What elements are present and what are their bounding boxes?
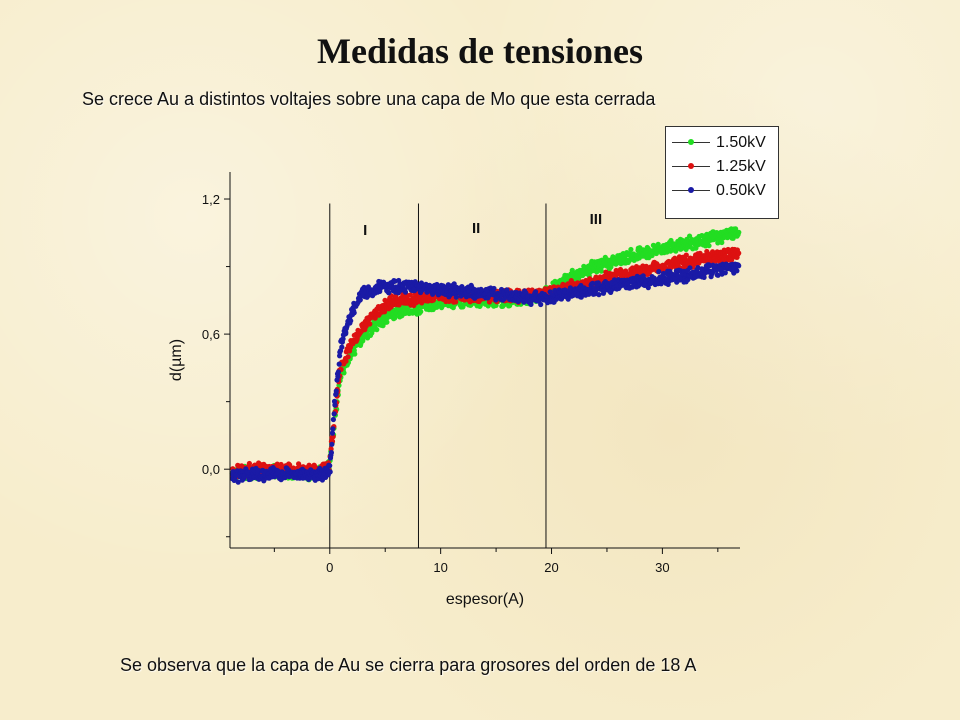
subtitle: Se crece Au a distintos voltajes sobre u… <box>82 89 656 109</box>
data-point <box>706 243 712 249</box>
data-point <box>331 411 337 417</box>
data-point <box>343 329 349 335</box>
legend-marker <box>688 187 694 193</box>
data-point <box>687 265 693 271</box>
data-point <box>453 299 459 305</box>
x-tick-label: 10 <box>433 560 447 575</box>
data-point <box>645 285 651 291</box>
legend-entry: 1.50kV <box>672 133 776 153</box>
data-point <box>332 402 338 408</box>
data-point <box>701 274 707 280</box>
data-point <box>246 460 252 467</box>
data-point <box>736 263 742 269</box>
data-point <box>736 229 742 235</box>
data-point <box>491 285 497 292</box>
data-point <box>341 370 347 376</box>
data-point <box>374 327 380 333</box>
data-point <box>596 292 602 298</box>
legend: 1.50kV 1.25kV 0.50kV <box>665 126 779 219</box>
data-point <box>384 319 390 325</box>
page-title: Medidas de tensiones <box>316 31 644 71</box>
region-label: II <box>472 220 480 237</box>
data-point <box>274 461 280 467</box>
footer-note: Se observa que la capa de Au se cierra p… <box>120 655 697 675</box>
data-point <box>593 288 599 294</box>
data-point <box>335 369 341 375</box>
region-label: I <box>363 222 367 239</box>
y-tick-label: 0,0 <box>202 462 220 477</box>
data-point <box>352 351 358 357</box>
legend-label: 1.50kV <box>716 134 766 151</box>
region-lines <box>329 203 547 548</box>
legend-entry: 1.25kV <box>672 157 776 177</box>
data-point <box>453 294 459 300</box>
data-point <box>348 318 354 324</box>
legend-marker <box>688 163 694 169</box>
data-point <box>695 265 701 271</box>
x-tick-label: 30 <box>655 560 669 575</box>
axes-layer <box>224 172 740 554</box>
data-point <box>333 388 339 394</box>
data-point <box>715 272 721 278</box>
x-tick-label: 0 <box>326 560 333 575</box>
data-point <box>628 246 634 253</box>
x-axis-label: espesor(A) <box>446 591 524 608</box>
data-point <box>336 361 342 367</box>
data-point <box>722 270 728 276</box>
data-point <box>734 268 740 274</box>
y-tick-label: 0,6 <box>202 327 220 342</box>
data-point <box>327 469 333 475</box>
data-point <box>533 289 539 295</box>
data-point <box>339 344 345 350</box>
data-point <box>396 277 402 284</box>
data-point <box>340 336 346 342</box>
data-point <box>528 301 534 307</box>
data-point <box>343 358 349 364</box>
x-tick-label: 20 <box>544 560 558 575</box>
y-axis-label: d(µm) <box>168 339 185 381</box>
data-point <box>328 450 334 456</box>
legend-label: 1.25kV <box>716 158 766 175</box>
data-point <box>235 479 241 485</box>
data-point <box>418 309 424 315</box>
data-point <box>683 252 689 258</box>
data-point <box>287 462 293 468</box>
data-point <box>598 268 605 274</box>
data-point <box>330 416 336 423</box>
data-point <box>719 239 725 246</box>
y-tick-label: 1,2 <box>202 192 220 207</box>
series-layer <box>229 226 742 485</box>
data-point <box>345 354 351 360</box>
legend-entry: 0.50kV <box>672 181 776 201</box>
data-point <box>329 430 336 436</box>
data-point <box>656 269 662 275</box>
legend-marker <box>688 139 694 145</box>
data-point <box>386 290 392 296</box>
series-0.50kV <box>229 261 742 485</box>
region-label: III <box>590 211 603 228</box>
data-point <box>367 321 373 327</box>
data-point <box>351 310 357 316</box>
data-point <box>327 463 333 469</box>
data-point <box>402 289 409 295</box>
data-point <box>736 250 742 256</box>
data-point <box>329 441 335 447</box>
legend-label: 0.50kV <box>716 182 766 199</box>
data-point <box>357 297 363 303</box>
data-point <box>330 426 336 432</box>
data-point <box>335 374 341 380</box>
data-point <box>538 301 544 308</box>
